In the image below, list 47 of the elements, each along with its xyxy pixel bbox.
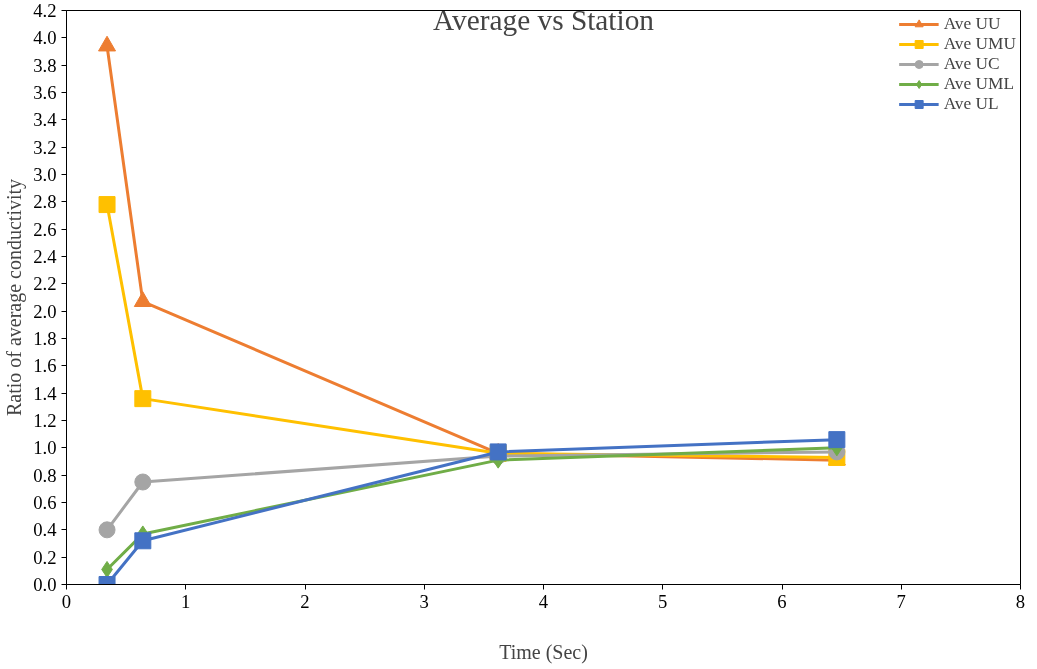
y-tick-label: 4.2 [33, 0, 57, 21]
y-tick-label: 2.8 [33, 191, 57, 213]
x-tick-label: 8 [1015, 590, 1026, 612]
point [133, 291, 152, 308]
y-tick-label: 2.2 [33, 273, 57, 295]
y-tick-label: 3.8 [33, 54, 57, 76]
x-tick-label: 4 [538, 590, 549, 612]
y-tick-label: 2.0 [33, 300, 57, 322]
y-tick-label: 1.8 [33, 328, 57, 349]
point [98, 196, 116, 214]
x-axis-title: Time (Sec) [499, 640, 588, 664]
y-tick-label: 3.0 [33, 164, 57, 185]
x-tick-label: 3 [419, 590, 429, 612]
y-tick-label: 0.8 [33, 464, 57, 486]
y-tick-label: 0.6 [33, 492, 57, 513]
point [828, 431, 846, 449]
y-tick-label: 1.0 [33, 437, 57, 459]
y-tick-label: 1.6 [33, 355, 57, 377]
y-tick-label: 3.2 [33, 136, 57, 158]
y-axis-title: Ratio of average conductivity [3, 178, 27, 417]
y-tick-label: 1.4 [33, 382, 58, 404]
legend-label: Ave UC [943, 54, 1000, 74]
legend-label: Ave UML [943, 74, 1015, 94]
y-tick-label: 3.6 [33, 82, 57, 103]
x-tick-label: 0 [61, 590, 72, 612]
chart-title: Average vs Station [433, 3, 655, 36]
x-tick-label: 6 [777, 590, 787, 612]
point [134, 390, 152, 408]
y-tick-label: 0.2 [33, 546, 57, 568]
x-tick-label: 1 [181, 590, 191, 612]
x-tick-label: 5 [658, 590, 668, 612]
point [134, 473, 152, 491]
y-tick-label: 0.4 [33, 519, 58, 541]
y-tick-label: 2.6 [33, 218, 57, 240]
y-tick-label: 4.0 [33, 27, 57, 49]
legend-label: Ave UMU [943, 34, 1016, 54]
point [98, 521, 116, 539]
point [134, 532, 152, 550]
y-tick-label: 2.4 [33, 246, 58, 267]
y-tick-label: 3.4 [33, 109, 58, 131]
y-tick-label: 1.2 [33, 410, 57, 431]
x-tick-label: 7 [896, 590, 906, 612]
point [98, 35, 117, 52]
legend-label: Ave UL [943, 94, 999, 114]
y-tick-label: 0.0 [33, 574, 57, 595]
x-tick-label: 2 [300, 590, 310, 612]
legend-label: Ave UU [943, 14, 1001, 34]
